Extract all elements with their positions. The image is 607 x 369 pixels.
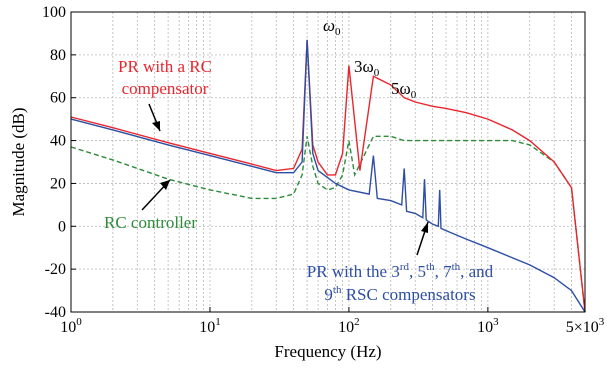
y-axis-ticks: -40 -20 0 20 40 60 80 100 <box>42 4 76 321</box>
rsc-annotation-line1: PR with the 3rd, 5th, 7th, and <box>307 261 494 281</box>
three-omega0-label: 3ω0 <box>354 57 380 79</box>
rc-controller-arrowhead <box>160 180 170 190</box>
rsc-arrowhead <box>421 222 428 233</box>
y-tick-label: 80 <box>50 47 66 64</box>
x-tick-label: 103 <box>477 316 499 336</box>
pr-rc-annotation-line1: PR with a RC <box>118 57 212 76</box>
series-line-pr-rc <box>70 39 586 313</box>
rc-controller-annotation: RC controller <box>104 213 197 232</box>
x-axis-label: Frequency (Hz) <box>274 342 381 361</box>
pr-rc-annotation-line2: compensator <box>122 79 209 98</box>
five-omega0-label: 5ω0 <box>391 79 417 101</box>
x-tick-label: 102 <box>338 316 360 336</box>
omega0-label: ω0 <box>323 16 341 38</box>
rsc-annotation-line2: 9th RSC compensators <box>324 284 475 304</box>
series-layer <box>70 39 586 313</box>
y-axis-label: Magnitude (dB) <box>9 107 28 216</box>
y-tick-label: 0 <box>58 218 66 235</box>
y-tick-label: 20 <box>50 175 66 192</box>
x-axis-ticks: 100 101 102 103 5×103 <box>60 307 605 336</box>
plot-frame <box>70 11 586 313</box>
series-line-pr-rsc <box>70 39 586 313</box>
x-tick-label: 101 <box>199 316 221 336</box>
y-tick-label: 60 <box>50 90 66 107</box>
series-line-rc-controller <box>70 135 586 313</box>
pr-rc-arrowhead <box>152 121 160 131</box>
y-tick-label: -40 <box>45 304 66 321</box>
y-tick-label: -20 <box>45 261 66 278</box>
x-tick-label: 5×103 <box>566 316 605 336</box>
y-tick-label: 40 <box>50 133 66 150</box>
y-tick-label: 100 <box>42 4 66 21</box>
x-tick-label: 100 <box>60 316 82 336</box>
